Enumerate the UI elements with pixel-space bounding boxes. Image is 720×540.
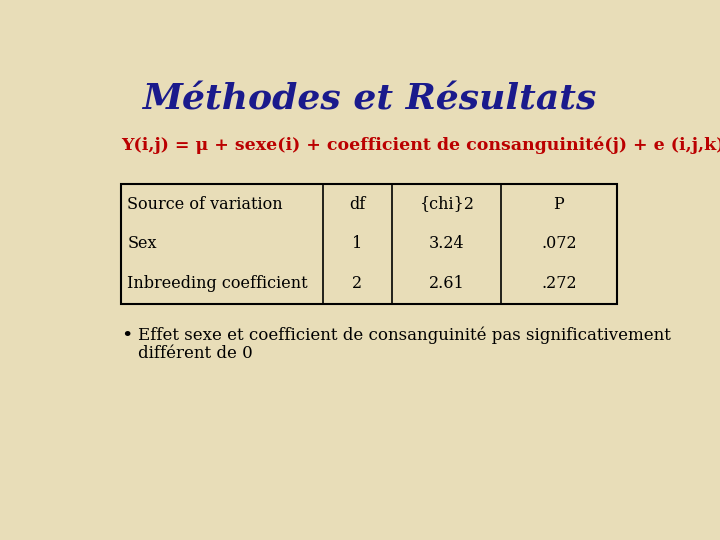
Text: 3.24: 3.24 [428,235,464,252]
Text: Source of variation: Source of variation [127,195,283,213]
Text: 2.61: 2.61 [428,275,464,292]
Text: Sex: Sex [127,235,157,252]
Text: {chi}2: {chi}2 [419,195,474,213]
Bar [121,184,617,303]
Text: 1: 1 [352,235,362,252]
Text: P: P [554,195,564,213]
Text: .272: .272 [541,275,577,292]
Text: .072: .072 [541,235,577,252]
Text: différent de 0: différent de 0 [138,345,253,362]
Text: Inbreeding coefficient: Inbreeding coefficient [127,275,308,292]
Text: Effet sexe et coefficient de consanguinité pas significativement: Effet sexe et coefficient de consanguini… [138,327,671,344]
Text: df: df [349,195,366,213]
Text: 2: 2 [352,275,362,292]
Text: •: • [121,327,132,345]
Text: Y(i,j) = μ + sexe(i) + coefficient de consanguinité(j) + e (i,j,k): Y(i,j) = μ + sexe(i) + coefficient de co… [121,137,720,154]
Text: Méthodes et Résultats: Méthodes et Résultats [142,83,596,117]
